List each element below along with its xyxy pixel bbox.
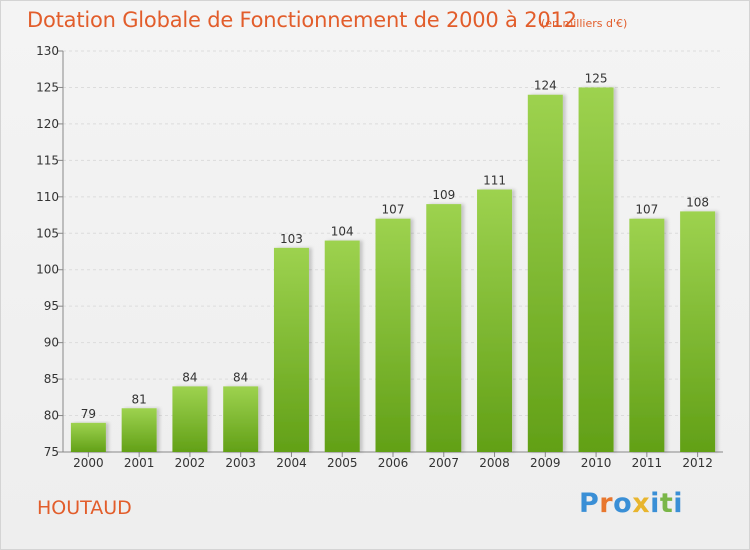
x-tick-label: 2011 <box>632 456 663 470</box>
logo-letter: P <box>579 488 600 519</box>
bar-2011 <box>629 218 665 452</box>
y-tick-label: 95 <box>44 299 59 313</box>
data-label: 125 <box>585 71 608 85</box>
data-label: 84 <box>182 370 197 384</box>
logo-letter: i <box>650 488 660 519</box>
y-tick-label: 80 <box>44 409 59 423</box>
bar-2010 <box>578 87 614 453</box>
x-tick-label: 2012 <box>682 456 713 470</box>
x-tick-label: 2002 <box>175 456 206 470</box>
logo-letter: t <box>659 488 674 519</box>
data-label: 103 <box>280 232 303 246</box>
chart-subtitle: (en milliers d'€) <box>541 17 628 30</box>
x-tick-label: 2004 <box>276 456 307 470</box>
data-label: 111 <box>483 174 506 188</box>
y-tick-label: 120 <box>36 117 59 131</box>
y-tick-label: 115 <box>36 153 59 167</box>
data-label: 104 <box>331 225 354 239</box>
bar-2012 <box>680 211 716 452</box>
labels: 79 2000 81 2001 84 2002 84 2003 103 2004 104 2005 10… <box>73 71 713 470</box>
commune-name: HOUTAUD <box>37 497 132 519</box>
y-tick-label: 130 <box>36 44 59 58</box>
x-tick-label: 2005 <box>327 456 358 470</box>
x-tick-label: 2009 <box>530 456 561 470</box>
x-tick-label: 2010 <box>581 456 612 470</box>
data-label: 107 <box>635 203 658 217</box>
data-label: 109 <box>432 188 455 202</box>
data-label: 108 <box>686 195 709 209</box>
bars <box>70 87 716 453</box>
data-label: 124 <box>534 79 557 93</box>
x-tick-label: 2001 <box>124 456 155 470</box>
bar-2001 <box>121 408 157 452</box>
x-tick-label: 2007 <box>428 456 459 470</box>
x-tick-label: 2000 <box>73 456 104 470</box>
x-tick-label: 2006 <box>378 456 409 470</box>
data-label: 84 <box>233 370 248 384</box>
data-label: 81 <box>132 392 147 406</box>
bar-2009 <box>527 94 563 452</box>
bar-2008 <box>477 189 513 452</box>
bar-2004 <box>273 247 309 452</box>
bar-2000 <box>70 422 106 452</box>
y-tick-label: 125 <box>36 80 59 94</box>
logo-letter: x <box>632 488 651 519</box>
bar-2007 <box>426 204 462 452</box>
y-tick-label: 85 <box>44 372 59 386</box>
data-label: 79 <box>81 407 96 421</box>
x-tick-label: 2008 <box>479 456 510 470</box>
logo-letter: o <box>613 488 633 519</box>
y-tick-label: 110 <box>36 190 59 204</box>
logo-letter: i <box>673 488 684 519</box>
bar-2002 <box>172 386 208 452</box>
y-tick-label: 100 <box>36 263 59 277</box>
data-label: 107 <box>382 203 405 217</box>
bar-2005 <box>324 240 360 452</box>
y-tick-label: 75 <box>44 445 59 459</box>
bar-2006 <box>375 218 411 452</box>
y-tick-label: 90 <box>44 336 59 350</box>
chart-title: Dotation Globale de Fonctionnement de 20… <box>27 8 577 32</box>
bar-2003 <box>223 386 259 452</box>
logo-letter: r <box>599 488 614 519</box>
proxiti-logo: Proxiti <box>579 488 683 519</box>
x-tick-label: 2003 <box>225 456 256 470</box>
y-tick-label: 105 <box>36 226 59 240</box>
